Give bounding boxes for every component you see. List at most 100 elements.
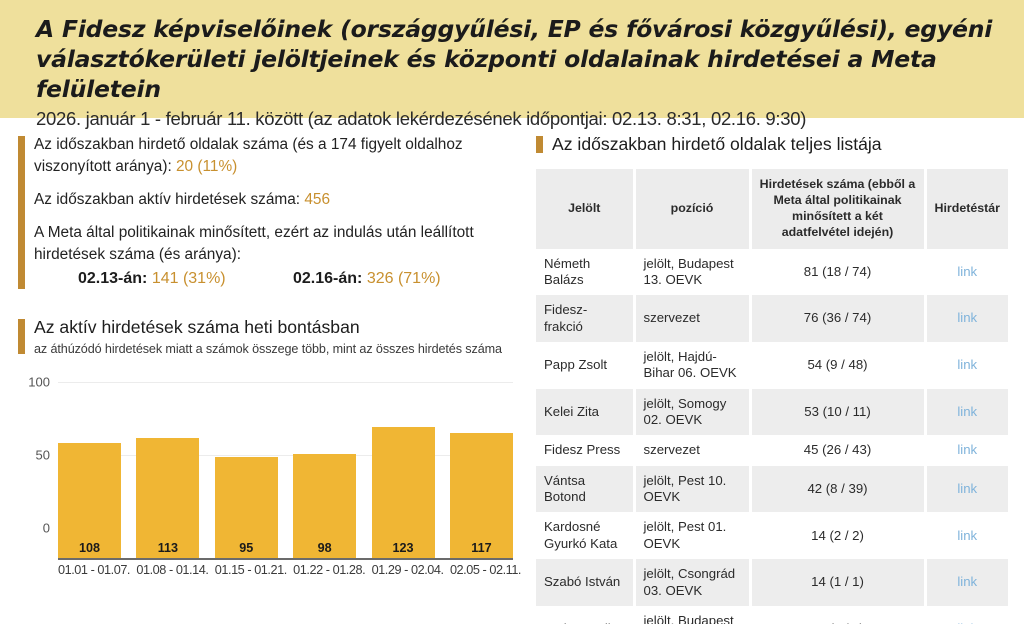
cell-candidate: Németh Balázs [536, 248, 636, 296]
ad-library-link[interactable]: link [957, 480, 978, 496]
chart-bars: 108 113 95 98 123 [58, 382, 513, 561]
bar-week-2: 113 [136, 438, 200, 561]
cell-position: szervezet [634, 435, 752, 466]
stat-advertising-pages: Az időszakban hirdető oldalak száma (és … [34, 134, 512, 178]
cell-candidate: Vántsa Botond [536, 465, 636, 513]
cell-ad-count: 45 (26 / 43) [750, 435, 927, 466]
stat-active-ads: Az időszakban aktív hirdetések száma: 45… [34, 189, 512, 211]
cell-ad-library[interactable]: link [925, 248, 1008, 296]
bar-value-label: 98 [317, 541, 332, 556]
table-row: Szabó István jelölt, Csongrád 03. OEVK 1… [536, 559, 1008, 606]
cell-position: jelölt, Csongrád 03. OEVK [634, 559, 752, 606]
right-column: Az időszakban hirdető oldalak teljes lis… [530, 118, 1024, 627]
stat-active-ads-label: Az időszakban aktív hirdetések száma: [34, 190, 305, 208]
table-row: Fidesz-frakció szervezet 76 (36 / 74) li… [536, 295, 1008, 342]
cell-ad-count: 81 (18 / 74) [750, 248, 927, 296]
cell-ad-count: 14 (2 / 2) [750, 512, 927, 560]
cell-candidate: Szabó István [536, 559, 636, 606]
chart-x-axis [58, 558, 513, 561]
bar-week-3: 95 [214, 457, 278, 561]
stat-date-0213: 02.13-án: 141 (31%) [78, 268, 293, 291]
ad-library-link[interactable]: link [957, 357, 978, 373]
bar-group: 108 [58, 443, 121, 561]
ad-library-link[interactable]: link [957, 621, 977, 624]
table-row: Papp Zsolt jelölt, Hajdú-Bihar 06. OEVK … [536, 341, 1008, 389]
bar-value-label: 108 [78, 541, 100, 556]
cell-ad-count: 12 (7 / 7) [750, 605, 927, 624]
cell-candidate: Steiner Attila [536, 605, 636, 624]
bar-value-label: 95 [239, 541, 254, 556]
ad-library-link[interactable]: link [957, 527, 978, 543]
bar-group: 117 [449, 433, 513, 561]
stat-date-0213-label: 02.13-án: [78, 270, 152, 288]
cell-position: jelölt, Pest 01. OEVK [634, 512, 752, 560]
cell-position: jelölt, Somogy 02. OEVK [634, 388, 752, 436]
bar-group: 113 [136, 438, 200, 561]
page-subtitle: 2026. január 1 - február 11. között (az … [36, 108, 807, 130]
cell-ad-library[interactable]: link [925, 559, 1008, 606]
column-header-ad-count: Hirdetések száma (ebből a Meta által pol… [750, 169, 927, 249]
cell-ad-count: 14 (1 / 1) [750, 559, 927, 606]
ytick-label-50: 50 [35, 447, 50, 463]
bar-week-6: 117 [449, 433, 513, 561]
ad-library-link[interactable]: link [957, 574, 978, 590]
stat-date-0213-value: 141 (31%) [151, 270, 226, 288]
bar-value-label: 117 [471, 541, 492, 556]
chart-x-tick-labels: 01.01 - 01.07. 01.08 - 01.14. 01.15 - 01… [58, 563, 522, 578]
bar-value-label: 123 [392, 541, 414, 556]
cell-ad-library[interactable]: link [925, 435, 1008, 466]
xtick-week-4: 01.22 - 01.28. [293, 563, 366, 578]
stat-advertising-pages-label: Az időszakban hirdető oldalak száma (és … [34, 136, 463, 175]
cell-ad-library[interactable]: link [925, 465, 1008, 513]
ad-library-link[interactable]: link [957, 403, 978, 419]
cell-ad-library[interactable]: link [925, 388, 1008, 436]
ad-library-link[interactable]: link [957, 442, 978, 458]
cell-ad-library[interactable]: link [925, 605, 1008, 624]
cell-ad-count: 54 (9 / 48) [750, 341, 927, 389]
xtick-week-6: 02.05 - 02.11. [449, 563, 522, 578]
content-area: Az időszakban hirdető oldalak száma (és … [0, 118, 1024, 627]
cell-ad-library[interactable]: link [925, 295, 1008, 342]
stat-date-0216: 02.16-án: 326 (71%) [293, 268, 441, 291]
cell-candidate: Kardosné Gyurkó Kata [536, 512, 636, 560]
list-heading-block: Az időszakban hirdető oldalak teljes lis… [536, 134, 1008, 155]
chart-subtitle: az áthúzódó hirdetések miatt a számok ös… [34, 342, 502, 357]
table-header: Jelölt pozíció Hirdetések száma (ebből a… [536, 169, 1008, 249]
bar-week-4: 98 [293, 454, 357, 561]
stat-stopped-ads-label: A Meta által politikainak minősített, ez… [34, 223, 474, 263]
table-row: Vántsa Botond jelölt, Pest 10. OEVK 42 (… [536, 465, 1008, 513]
weekly-ads-bar-chart: 100 50 0 108 113 95 [18, 372, 522, 599]
xtick-week-1: 01.01 - 01.07. [58, 563, 130, 578]
ad-library-link[interactable]: link [957, 310, 978, 326]
bar-group: 98 [293, 454, 357, 561]
ad-library-link[interactable]: link [957, 263, 978, 279]
stat-active-ads-value: 456 [304, 190, 331, 208]
ytick-label-0: 0 [42, 520, 50, 536]
xtick-week-5: 01.29 - 02.04. [371, 563, 444, 578]
table-row: Kardosné Gyurkó Kata jelölt, Pest 01. OE… [536, 512, 1008, 560]
summary-stats-block: Az időszakban hirdető oldalak száma (és … [18, 134, 512, 291]
cell-candidate: Fidesz Press [536, 435, 636, 466]
cell-ad-library[interactable]: link [925, 341, 1008, 389]
table-row: Kelei Zita jelölt, Somogy 02. OEVK 53 (1… [536, 388, 1008, 436]
gridline-50 [58, 455, 513, 457]
cell-ad-library[interactable]: link [925, 512, 1008, 560]
stat-date-0216-label: 02.16-án: [293, 270, 367, 288]
bar-value-label: 113 [157, 541, 179, 556]
table-scroll-container[interactable]: Jelölt pozíció Hirdetések száma (ebből a… [536, 169, 1008, 624]
gridline-100 [58, 382, 513, 384]
table-body: Németh Balázs jelölt, Budapest 13. OEVK … [536, 248, 1008, 624]
list-title: Az időszakban hirdető oldalak teljes lis… [552, 134, 882, 154]
table-row: Németh Balázs jelölt, Budapest 13. OEVK … [536, 248, 1008, 296]
table-header-row: Jelölt pozíció Hirdetések száma (ebből a… [536, 169, 1008, 249]
column-header-ad-library: Hirdetéstár [925, 169, 1008, 249]
cell-ad-count: 53 (10 / 11) [750, 388, 927, 436]
cell-ad-count: 76 (36 / 74) [750, 295, 927, 342]
xtick-week-2: 01.08 - 01.14. [136, 563, 209, 578]
stat-advertising-pages-value: 20 (11%) [176, 157, 238, 175]
left-column: Az időszakban hirdető oldalak száma (és … [0, 118, 530, 627]
ytick-label-100: 100 [28, 374, 50, 390]
bar-week-1: 108 [58, 443, 121, 561]
xtick-week-3: 01.15 - 01.21. [214, 563, 287, 578]
chart-heading-block: Az aktív hirdetések száma heti bontásban… [18, 317, 512, 356]
